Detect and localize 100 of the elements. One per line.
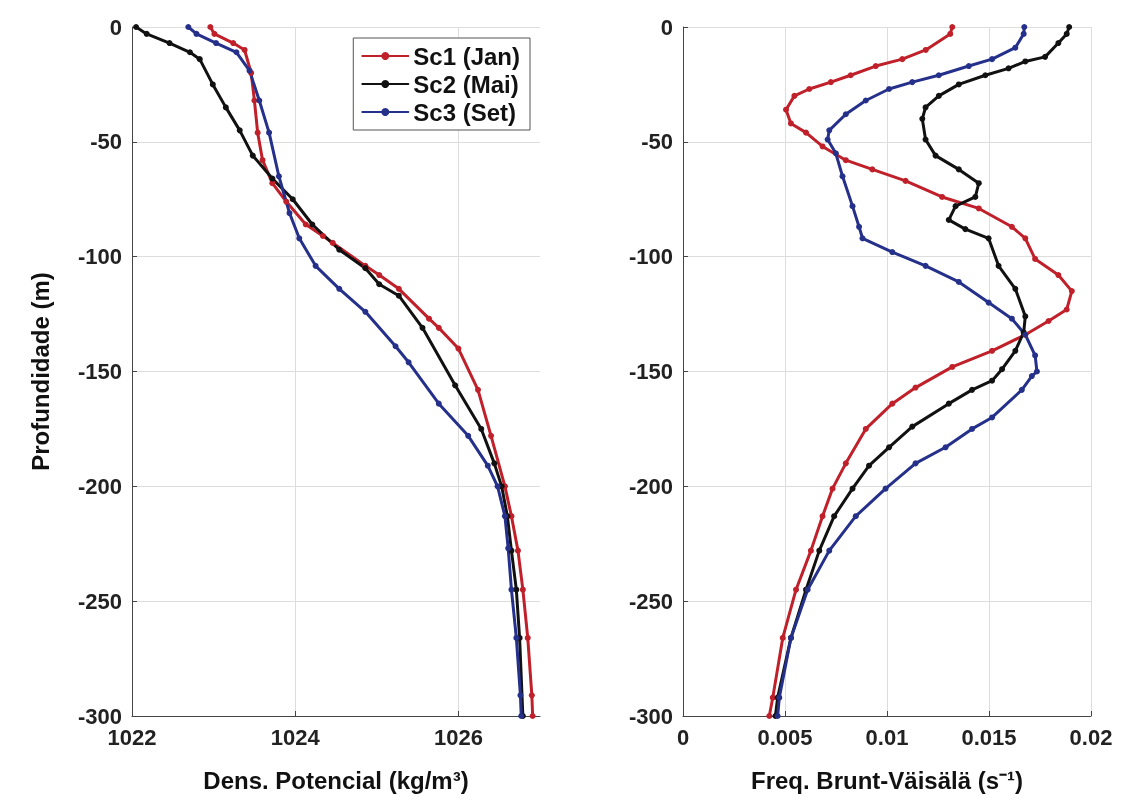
point <box>826 127 833 134</box>
point <box>508 586 515 593</box>
point <box>213 40 220 47</box>
y-axis-title: Profundidade (m) <box>26 272 54 471</box>
x-tick-label: 0 <box>676 724 690 750</box>
point <box>336 246 343 253</box>
point <box>935 92 942 99</box>
point <box>972 193 979 200</box>
point <box>932 152 939 159</box>
point <box>989 414 996 421</box>
point <box>827 79 834 86</box>
point <box>824 136 831 143</box>
point <box>193 30 200 37</box>
point <box>975 205 982 212</box>
point <box>793 586 800 593</box>
point <box>859 235 866 242</box>
y-tick-label: -200 <box>628 473 673 499</box>
point <box>1012 44 1019 51</box>
point <box>266 129 273 136</box>
point <box>517 692 524 699</box>
point <box>395 285 402 292</box>
point <box>395 292 402 299</box>
point <box>249 152 256 159</box>
point <box>185 24 192 30</box>
point <box>319 233 326 239</box>
point <box>452 382 459 389</box>
point <box>478 425 485 432</box>
point <box>909 79 916 86</box>
point <box>1032 352 1039 359</box>
point <box>989 377 996 384</box>
point <box>186 49 193 56</box>
point <box>230 40 237 47</box>
point <box>1005 65 1012 72</box>
legend-label: Sc1 (Jan) <box>413 42 521 70</box>
point <box>945 216 952 223</box>
y-tick-label: 0 <box>109 14 122 40</box>
y-tick-label: -150 <box>77 359 122 384</box>
y-tick-label: -300 <box>628 703 673 729</box>
point <box>952 203 959 210</box>
point <box>783 106 790 113</box>
point <box>839 173 846 180</box>
point <box>842 111 849 118</box>
point <box>889 400 896 407</box>
point <box>312 262 319 269</box>
y-tick-label: -50 <box>90 129 122 155</box>
point <box>283 198 290 205</box>
point <box>488 432 495 439</box>
point <box>211 30 218 37</box>
y-tick-label: -150 <box>628 359 673 384</box>
point <box>405 359 412 366</box>
point <box>816 547 823 554</box>
point <box>1032 255 1039 262</box>
point <box>849 203 856 210</box>
point <box>1022 313 1029 320</box>
point <box>942 444 949 451</box>
point <box>236 127 243 134</box>
point <box>528 692 535 699</box>
point <box>309 221 316 228</box>
point <box>392 343 399 350</box>
point <box>935 72 942 79</box>
point <box>1055 40 1062 47</box>
point <box>465 432 472 439</box>
point <box>1021 24 1028 30</box>
point <box>899 56 906 63</box>
point <box>862 97 869 104</box>
point <box>1068 288 1075 295</box>
point <box>1012 285 1019 292</box>
point <box>1022 235 1029 242</box>
x-tick-label: 0.01 <box>865 724 909 750</box>
point <box>886 444 893 451</box>
point <box>426 315 433 322</box>
point <box>259 157 266 164</box>
point <box>995 262 1002 269</box>
point <box>955 166 962 173</box>
point <box>455 345 462 352</box>
point <box>474 386 481 393</box>
point <box>982 72 989 79</box>
point <box>275 173 282 180</box>
point <box>969 425 976 432</box>
point <box>376 281 383 288</box>
point <box>832 150 839 157</box>
y-tick-label: -50 <box>641 129 673 155</box>
y-tick-label: -100 <box>77 244 122 270</box>
x-tick-label: 0.02 <box>1069 724 1113 750</box>
point <box>922 46 929 53</box>
point <box>1063 30 1070 37</box>
point <box>494 483 501 490</box>
point <box>819 513 826 520</box>
y-tick-label: -100 <box>628 244 673 270</box>
point <box>513 586 520 593</box>
point <box>143 30 150 37</box>
point <box>241 46 248 53</box>
point <box>985 235 992 242</box>
point <box>902 177 909 184</box>
point <box>969 386 976 393</box>
point <box>831 513 838 520</box>
point <box>975 180 982 187</box>
point <box>949 24 956 30</box>
point <box>329 239 336 246</box>
point <box>985 299 992 306</box>
